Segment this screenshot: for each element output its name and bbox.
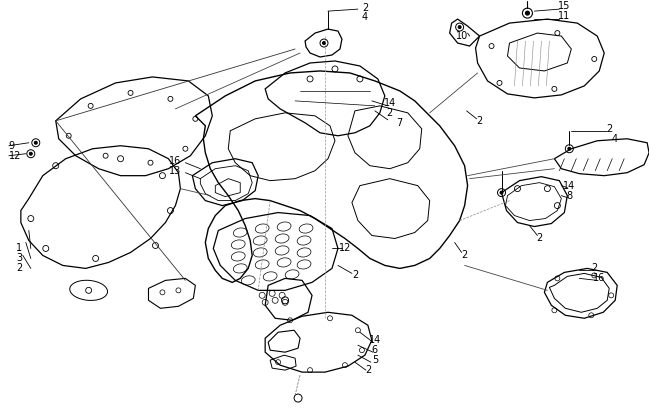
Text: 2: 2	[16, 263, 22, 273]
Text: 4: 4	[611, 134, 618, 144]
Circle shape	[458, 25, 461, 28]
Text: 2: 2	[462, 250, 468, 260]
Text: 4: 4	[362, 12, 368, 22]
Text: 11: 11	[558, 11, 571, 21]
Text: 14: 14	[384, 98, 396, 108]
Circle shape	[525, 11, 530, 15]
Text: 13: 13	[169, 166, 181, 176]
Text: 2: 2	[591, 263, 597, 273]
Text: 3: 3	[16, 253, 22, 263]
Text: 14: 14	[563, 181, 575, 191]
Text: 2: 2	[365, 365, 371, 375]
Circle shape	[29, 152, 32, 155]
Text: 16: 16	[593, 273, 605, 283]
Text: 6: 6	[372, 345, 378, 355]
Text: 12: 12	[9, 151, 21, 161]
Text: 16: 16	[169, 156, 181, 166]
Circle shape	[322, 41, 326, 45]
Text: 2: 2	[362, 3, 368, 13]
Text: 14: 14	[369, 335, 381, 345]
Text: 2: 2	[476, 116, 483, 126]
Text: 12: 12	[339, 243, 351, 253]
Text: 2: 2	[606, 124, 612, 134]
Text: 2: 2	[352, 270, 358, 280]
Text: 2: 2	[536, 234, 543, 244]
Text: 5: 5	[372, 355, 378, 365]
Circle shape	[34, 141, 37, 144]
Circle shape	[568, 147, 571, 150]
Text: 2: 2	[387, 108, 393, 118]
Text: 15: 15	[558, 1, 571, 11]
Text: 10: 10	[456, 31, 468, 41]
Text: 8: 8	[566, 191, 573, 201]
Text: 1: 1	[16, 243, 22, 253]
Text: 9: 9	[9, 141, 15, 151]
Text: 7: 7	[396, 118, 403, 128]
Circle shape	[500, 191, 503, 194]
